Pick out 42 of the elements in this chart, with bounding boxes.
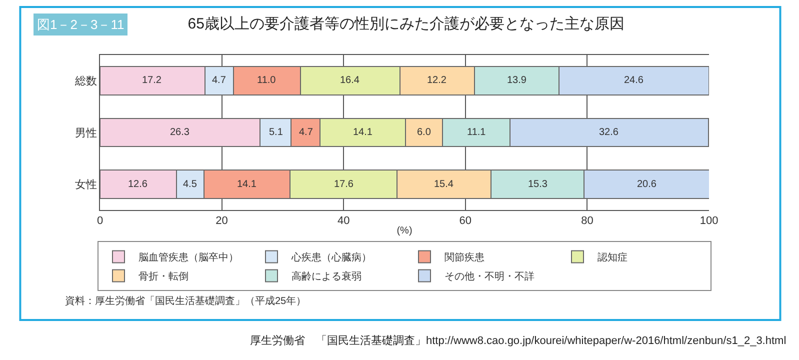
y-tick-label: 女性 [74,179,97,192]
x-tick-label: 100 [700,215,718,228]
data-label: 14.1 [237,179,257,190]
data-label: 15.4 [434,179,454,190]
text: 資料：厚生労働省「国民生活基礎調査」（平成25年） [65,295,306,307]
legend-label: その他・不明・不詳 [444,270,534,283]
text: 厚生労働省 「国民生活基礎調査」http://www8.cao.go.jp/kourei/whitepaper/w-2016/html/zenbun/s1_2_3.html [250,334,786,347]
data-label: 5.1 [269,127,284,138]
legend-label: 関節疾患 [444,252,484,264]
data-label: 32.6 [599,127,619,138]
data-label: 12.2 [427,75,447,86]
legend-label: 認知症 [598,252,628,264]
data-label: 20.6 [637,179,657,190]
data-label: 17.2 [142,75,162,86]
data-label: 11.0 [257,75,276,86]
x-tick-label: 80 [581,215,594,228]
x-tick-label: 0 [96,215,104,228]
x-tick-label: 60 [459,215,472,228]
chart-title: 65歳以上の要介護者等の性別にみた介護が必要となった主な原因 [188,16,624,33]
data-label: 26.3 [170,127,190,138]
legend-label: 心疾患（心臓病） [290,252,372,264]
x-tick-label: 20 [216,215,228,228]
data-label: 4.7 [299,127,314,138]
data-label: 14.1 [353,127,373,138]
legend-label: 高齢による衰弱 [292,270,362,283]
y-tick-label: 男性 [74,127,97,140]
data-label: 24.6 [624,75,644,86]
caption: 図1－2－3－11 [37,17,124,32]
legend-label: 脳血管疾患（脳卒中） [138,252,238,264]
data-label: 17.6 [334,179,354,190]
x-tick-label: 40 [337,215,350,228]
x-axis-title: (%) [396,226,412,237]
data-label: 4.7 [212,75,226,86]
data-label: 6.0 [417,127,432,138]
data-label: 16.4 [340,75,360,86]
data-label: 4.5 [183,179,198,190]
y-tick-label: 総数 [74,76,97,88]
legend-label: 骨折・転倒 [138,270,188,283]
data-label: 12.6 [128,179,148,190]
data-label: 11.1 [467,127,486,138]
data-label: 13.9 [507,75,527,86]
data-label: 15.3 [528,179,548,190]
